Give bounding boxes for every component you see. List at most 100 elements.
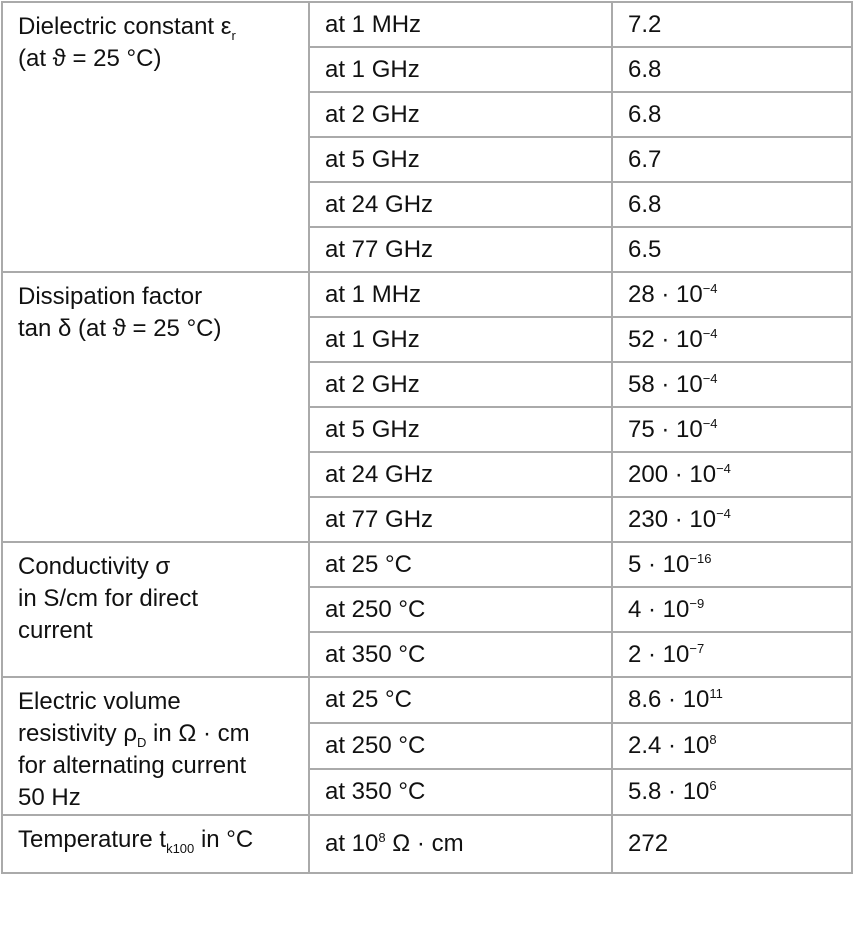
- text: in S/cm for direct: [18, 585, 199, 612]
- text: 200 · 10: [628, 460, 717, 488]
- text: at 10: [325, 830, 379, 857]
- value-cell: 8.6 · 1011: [611, 676, 853, 724]
- text: Ω · cm: [385, 830, 464, 857]
- text: 5 · 10: [628, 550, 690, 578]
- text: 2.4 · 10: [628, 732, 710, 759]
- value-cell: 6.7: [611, 136, 853, 183]
- properties-table: Dielectric constant εr (at ϑ = 25 °C) at 1…: [1, 1, 853, 874]
- subscript: k100: [166, 840, 195, 856]
- superscript: −4: [702, 370, 718, 386]
- condition-cell: at 24 GHz: [308, 451, 613, 498]
- row: at 2 GHz 6.8: [2, 91, 853, 138]
- text: 6.5: [628, 235, 662, 263]
- value-cell: 6.8: [611, 181, 853, 228]
- text: in Ω · cm: [146, 720, 250, 747]
- condition-cell: at 24 GHz: [308, 181, 613, 228]
- superscript: −4: [702, 415, 718, 431]
- text: at 250 °C: [325, 732, 426, 759]
- property-line: (at ϑ = 25 °C): [18, 43, 308, 75]
- text: in °C: [194, 826, 254, 853]
- text: 50 Hz: [18, 784, 81, 811]
- text: at 2 GHz: [325, 100, 420, 128]
- superscript: −4: [702, 325, 718, 341]
- text: at 1 GHz: [325, 55, 420, 83]
- row: at 350 °C 2 · 10−7: [2, 631, 853, 678]
- condition-cell: at 250 °C: [308, 722, 613, 770]
- text: 272: [628, 830, 669, 857]
- text: at 350 °C: [325, 778, 426, 805]
- text: at 2 GHz: [325, 370, 420, 398]
- value-cell: 272: [611, 814, 853, 874]
- text: at 1 MHz: [325, 10, 422, 38]
- text: at 77 GHz: [325, 235, 434, 263]
- text: 75 · 10: [628, 415, 703, 443]
- condition-cell: at 77 GHz: [308, 226, 613, 273]
- superscript: 11: [709, 686, 723, 701]
- row: at 24 GHz 200 · 10−4: [2, 451, 853, 498]
- property-line: Electric volume: [18, 686, 308, 718]
- property-line: tan δ (at ϑ = 25 °C): [18, 313, 308, 345]
- row: at 1 GHz 52 · 10−4: [2, 316, 853, 363]
- text: 6.8: [628, 100, 662, 128]
- property-cell: Conductivity σ in S/cm for direct current: [1, 541, 310, 678]
- superscript: 6: [709, 778, 717, 793]
- text: 230 · 10: [628, 505, 717, 533]
- value-cell: 6.5: [611, 226, 853, 273]
- row: Temperature tk100 in °C at 108 Ω · cm 272: [1, 814, 853, 874]
- value-cell: 4 · 10−9: [611, 586, 853, 633]
- property-cell: Temperature tk100 in °C: [1, 814, 310, 874]
- text: 8.6 · 10: [628, 686, 710, 713]
- row: at 5 GHz 75 · 10−4: [2, 406, 853, 453]
- condition-cell: at 25 °C: [308, 676, 613, 724]
- condition-cell: at 25 °C: [308, 541, 613, 588]
- superscript: 8: [709, 732, 717, 747]
- text: 4 · 10: [628, 595, 690, 623]
- row: at 350 °C 5.8 · 106: [2, 768, 853, 816]
- row: at 2 GHz 58 · 10−4: [2, 361, 853, 408]
- text: 28 · 10: [628, 280, 703, 308]
- condition-cell: at 108 Ω · cm: [308, 814, 613, 874]
- property-line: Dissipation factor: [18, 281, 308, 313]
- superscript: −4: [716, 505, 731, 521]
- text: at 24 GHz: [325, 460, 434, 488]
- value-cell: 52 · 10−4: [611, 316, 853, 363]
- subscript: D: [137, 734, 147, 750]
- property-line: current: [18, 615, 308, 647]
- text: at 1 MHz: [325, 280, 422, 308]
- row: Electric volume resistivity ρD in Ω · cm f…: [1, 676, 853, 816]
- condition-cell: at 1 GHz: [308, 316, 613, 363]
- superscript: −7: [689, 640, 705, 656]
- property-line: for alternating current: [18, 750, 308, 782]
- superscript: −9: [689, 595, 705, 611]
- value-cell: 75 · 10−4: [611, 406, 853, 453]
- text: for alternating current: [18, 752, 247, 779]
- row: Dielectric constant εr (at ϑ = 25 °C) at 1…: [1, 1, 853, 273]
- text: at 25 °C: [325, 686, 412, 713]
- condition-cell: at 350 °C: [308, 768, 613, 816]
- text: 5.8 · 10: [628, 778, 710, 805]
- value-cell: 200 · 10−4: [611, 451, 853, 498]
- condition-cell: at 5 GHz: [308, 136, 613, 183]
- superscript: −16: [689, 550, 712, 566]
- text: at 25 °C: [325, 550, 412, 578]
- text: at 5 GHz: [325, 145, 420, 173]
- condition-cell: at 250 °C: [308, 586, 613, 633]
- property-cell: Dissipation factor tan δ (at ϑ = 25 °C): [1, 271, 310, 543]
- row: at 250 °C 4 · 10−9: [2, 586, 853, 633]
- property-line: in S/cm for direct: [18, 583, 308, 615]
- text: Electric volume: [18, 688, 181, 715]
- value-cell: 5 · 10−16: [611, 541, 853, 588]
- condition-cell: at 5 GHz: [308, 406, 613, 453]
- text: Temperature t: [18, 826, 167, 853]
- value-cell: 6.8: [611, 91, 853, 138]
- condition-cell: at 77 GHz: [308, 496, 613, 543]
- value-cell: 7.2: [611, 1, 853, 48]
- row: at 250 °C 2.4 · 108: [2, 722, 853, 770]
- value-cell: 2.4 · 108: [611, 722, 853, 770]
- value-cell: 2 · 10−7: [611, 631, 853, 678]
- row: at 5 GHz 6.7: [2, 136, 853, 183]
- condition-cell: at 1 GHz: [308, 46, 613, 93]
- superscript: −4: [702, 280, 718, 296]
- condition-cell: at 350 °C: [308, 631, 613, 678]
